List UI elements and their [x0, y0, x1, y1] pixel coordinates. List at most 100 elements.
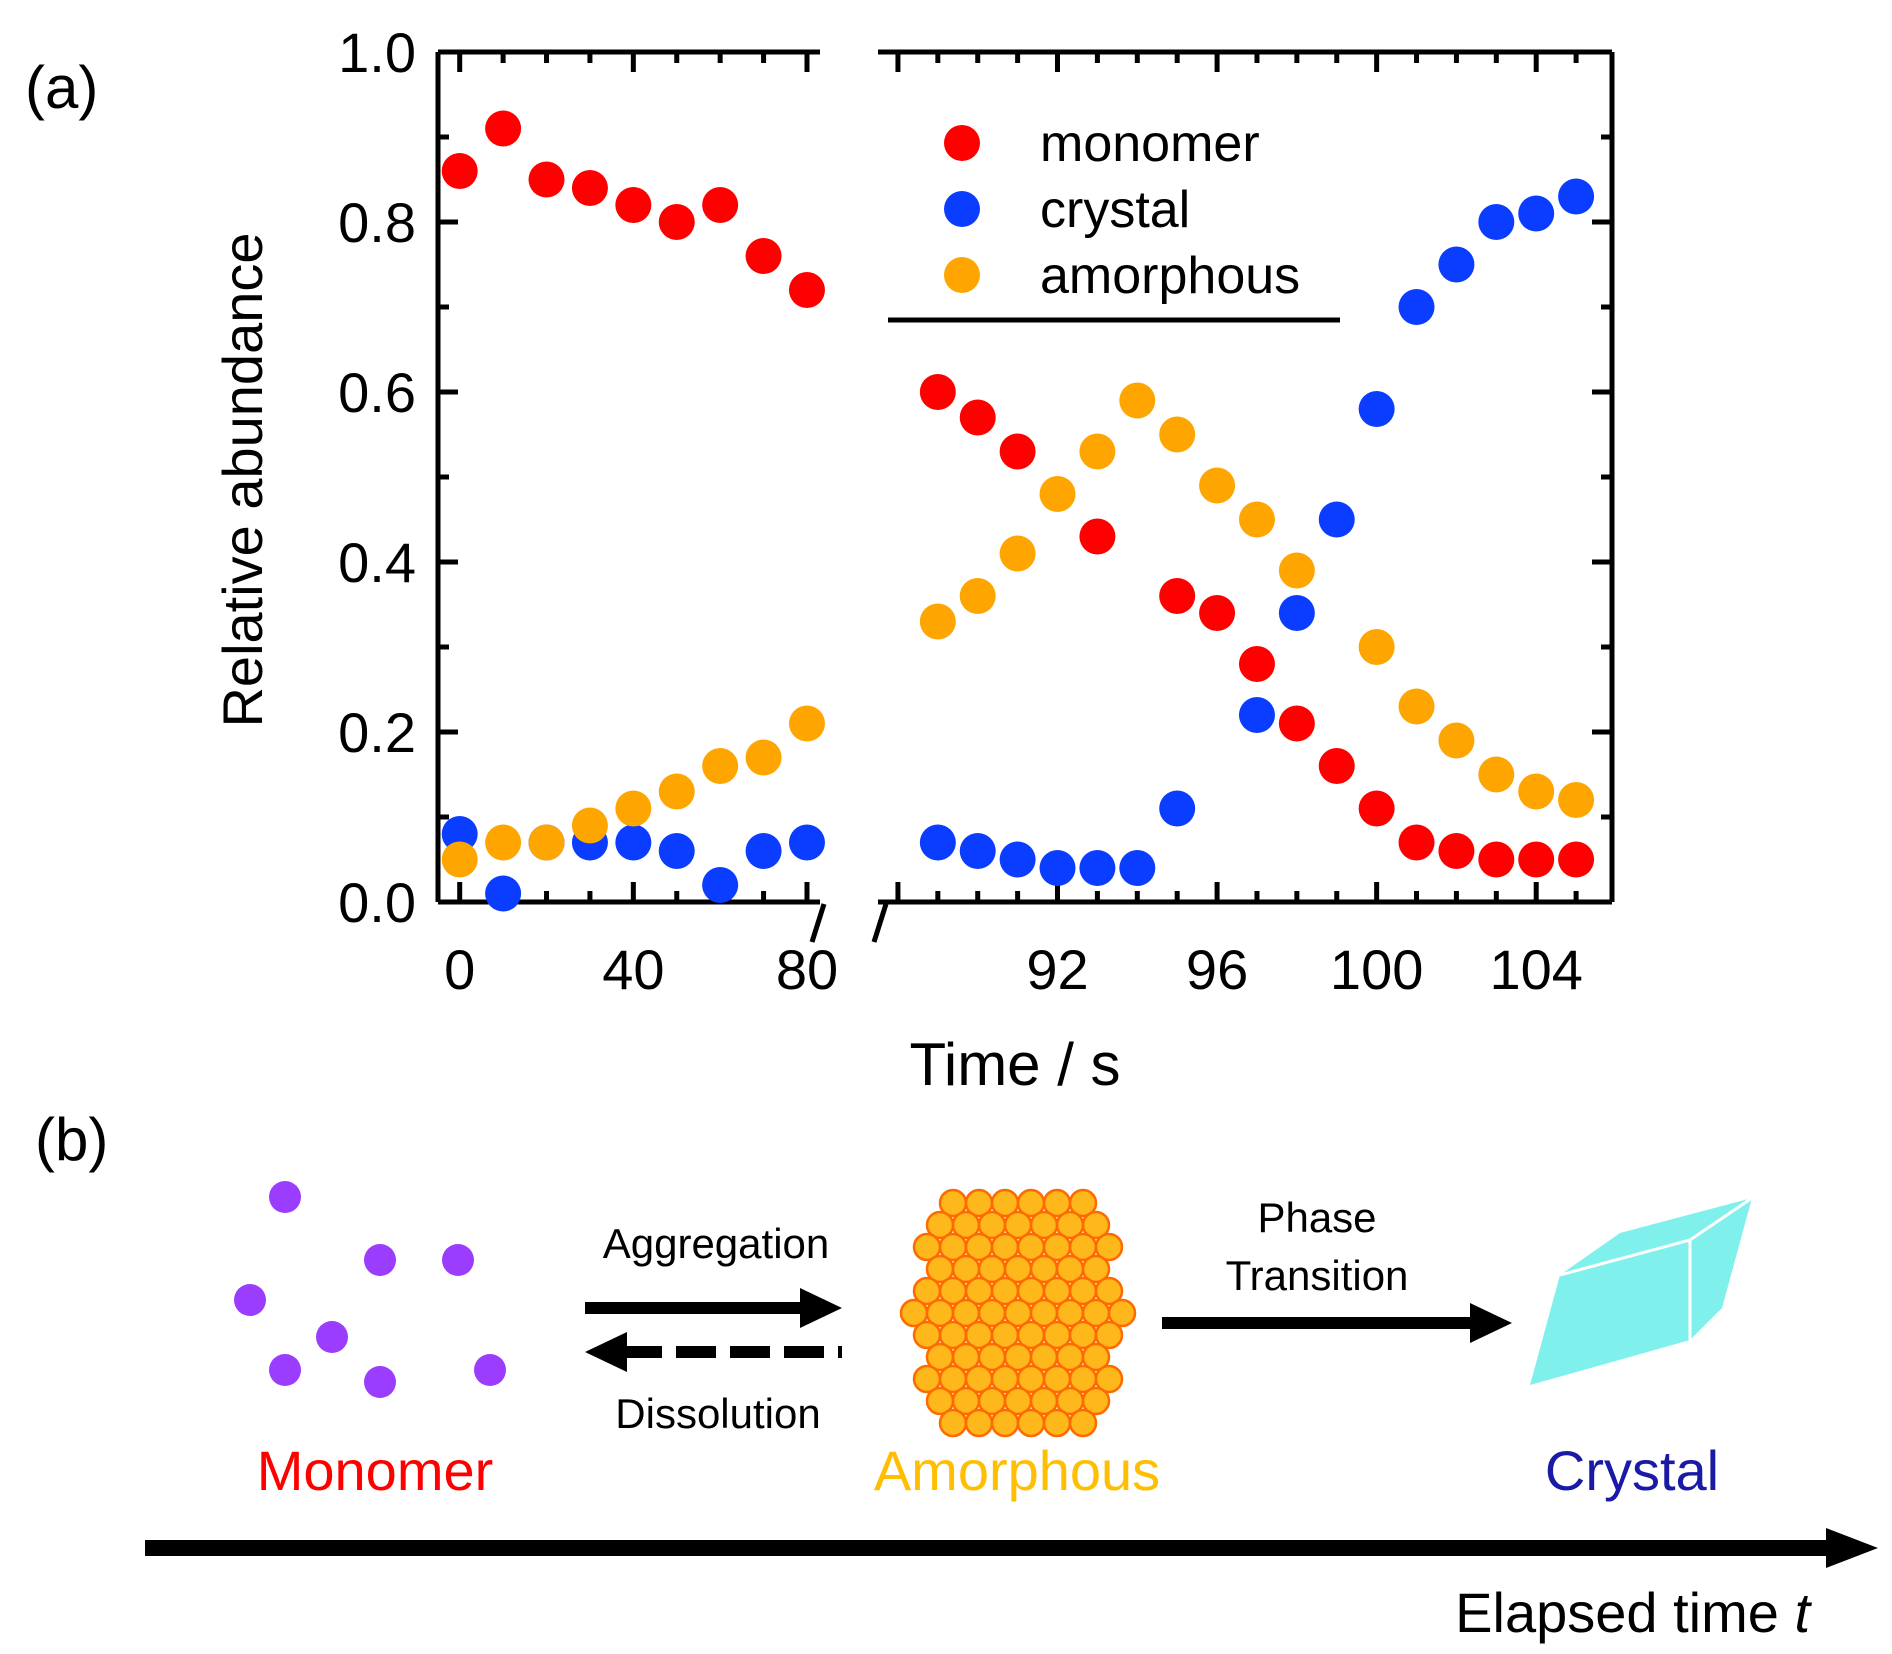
legend-marker-amorphous: [944, 257, 980, 293]
amorphous-particle: [964, 1408, 994, 1438]
elapsed-time-label: Elapsed time t: [1455, 1581, 1812, 1644]
amorphous-point: [1119, 382, 1156, 419]
monomer-point: [1079, 518, 1116, 555]
y-axis-label: Relative abundance: [211, 232, 274, 727]
series-crystal: [441, 178, 1595, 912]
data-points: [441, 110, 1595, 912]
monomer-point: [1358, 790, 1395, 827]
amorphous-particle: [1081, 1386, 1111, 1416]
y-tick-label: 0.8: [338, 191, 416, 254]
legend-label-amorphous: amorphous: [1040, 247, 1300, 305]
amorphous-cluster: [899, 1188, 1137, 1438]
amorphous-particle: [1081, 1254, 1111, 1284]
amorphous-point: [959, 578, 996, 614]
monomer-point: [1238, 646, 1275, 682]
monomer-point: [615, 187, 652, 223]
x-tick-label: 92: [1026, 938, 1088, 1001]
amorphous-point: [1518, 773, 1555, 810]
crystal-point: [615, 824, 652, 861]
y-tick-label: 0.4: [338, 531, 416, 594]
monomer-particle: [474, 1354, 506, 1386]
crystal-label: Crystal: [1545, 1439, 1719, 1502]
y-tick-label: 0.2: [338, 701, 416, 764]
amorphous-particle: [1107, 1298, 1137, 1328]
amorphous-particle: [1081, 1342, 1111, 1372]
transition-label: Transition: [1226, 1252, 1409, 1299]
amorphous-point: [1358, 629, 1395, 665]
amorphous-particle: [1094, 1320, 1124, 1350]
monomer-particle: [364, 1366, 396, 1398]
phase-transition-arrow: [1162, 1303, 1512, 1343]
monomer-point: [485, 110, 522, 147]
crystal-shape: [1530, 1196, 1753, 1385]
dissolution-arrow: [585, 1332, 842, 1372]
monomer-point: [1438, 833, 1475, 869]
amorphous-point: [1079, 433, 1116, 470]
x-tick-label: 100: [1330, 938, 1423, 1001]
crystal-point: [658, 833, 695, 869]
crystal-point: [1159, 790, 1196, 827]
monomer-point: [1159, 578, 1196, 614]
crystal-point: [1278, 595, 1315, 631]
monomer-point: [1518, 841, 1555, 878]
amorphous-particle: [1042, 1408, 1072, 1438]
crystal-point: [441, 816, 478, 852]
monomer-point: [919, 374, 956, 410]
series-monomer: [441, 110, 1595, 878]
phase-label: Phase: [1257, 1194, 1376, 1241]
axis-break-mark: [871, 903, 889, 943]
elapsed-time-arrow: [145, 1528, 1878, 1568]
amorphous-point: [1278, 552, 1315, 589]
x-tick-label: 96: [1186, 938, 1248, 1001]
crystal-point: [788, 824, 825, 861]
x-tick-label: 104: [1489, 938, 1582, 1001]
monomer-point: [745, 238, 782, 274]
monomer-point: [959, 399, 996, 436]
amorphous-particle: [938, 1408, 968, 1438]
crystal-point: [1398, 289, 1435, 325]
scatter-chart: 0.0 0.2 0.4 0.6 0.8 1.0 0 40 80 92 96 100 104 monome…: [338, 21, 1615, 1001]
monomer-particle: [442, 1244, 474, 1276]
monomer-point: [528, 161, 565, 198]
amorphous-particle: [1094, 1364, 1124, 1394]
monomer-point: [999, 433, 1036, 470]
amorphous-point: [441, 841, 478, 878]
amorphous-point: [1398, 688, 1435, 725]
monomer-point: [1478, 841, 1515, 878]
legend-label-monomer: monomer: [1040, 115, 1260, 173]
crystal-point: [1558, 178, 1595, 215]
amorphous-point: [919, 603, 956, 640]
amorphous-point: [485, 824, 522, 861]
legend-label-crystal: crystal: [1040, 181, 1190, 239]
crystal-point: [745, 833, 782, 869]
amorphous-point: [658, 773, 695, 810]
amorphous-particle: [1081, 1210, 1111, 1240]
amorphous-point: [1159, 416, 1196, 453]
crystal-point: [959, 833, 996, 869]
crystal-point: [919, 824, 956, 861]
monomer-point: [1398, 824, 1435, 861]
crystal-point: [1358, 391, 1395, 427]
elapsed-time-variable: t: [1794, 1581, 1812, 1644]
monomer-point: [702, 187, 739, 223]
series-amorphous: [441, 382, 1595, 878]
amorphous-point: [1558, 782, 1595, 818]
axis-ticks: 0.0 0.2 0.4 0.6 0.8 1.0 0 40 80 92 96 100 104: [338, 21, 1612, 1001]
crystal-point: [1318, 501, 1355, 538]
monomer-point: [1318, 748, 1355, 784]
amorphous-point: [1478, 756, 1515, 793]
monomer-particle: [316, 1321, 348, 1353]
crystal-point: [1039, 850, 1076, 886]
monomer-point: [658, 204, 695, 240]
legend: monomer crystal amorphous: [888, 115, 1340, 323]
monomer-point: [1199, 595, 1236, 631]
panel-a-label: (a): [25, 54, 98, 121]
monomer-point: [1278, 705, 1315, 742]
crystal-point: [1518, 195, 1555, 232]
amorphous-point: [1238, 501, 1275, 538]
crystal-point: [1438, 246, 1475, 283]
amorphous-point: [745, 739, 782, 776]
amorphous-point: [999, 535, 1036, 572]
amorphous-point: [1438, 722, 1475, 759]
